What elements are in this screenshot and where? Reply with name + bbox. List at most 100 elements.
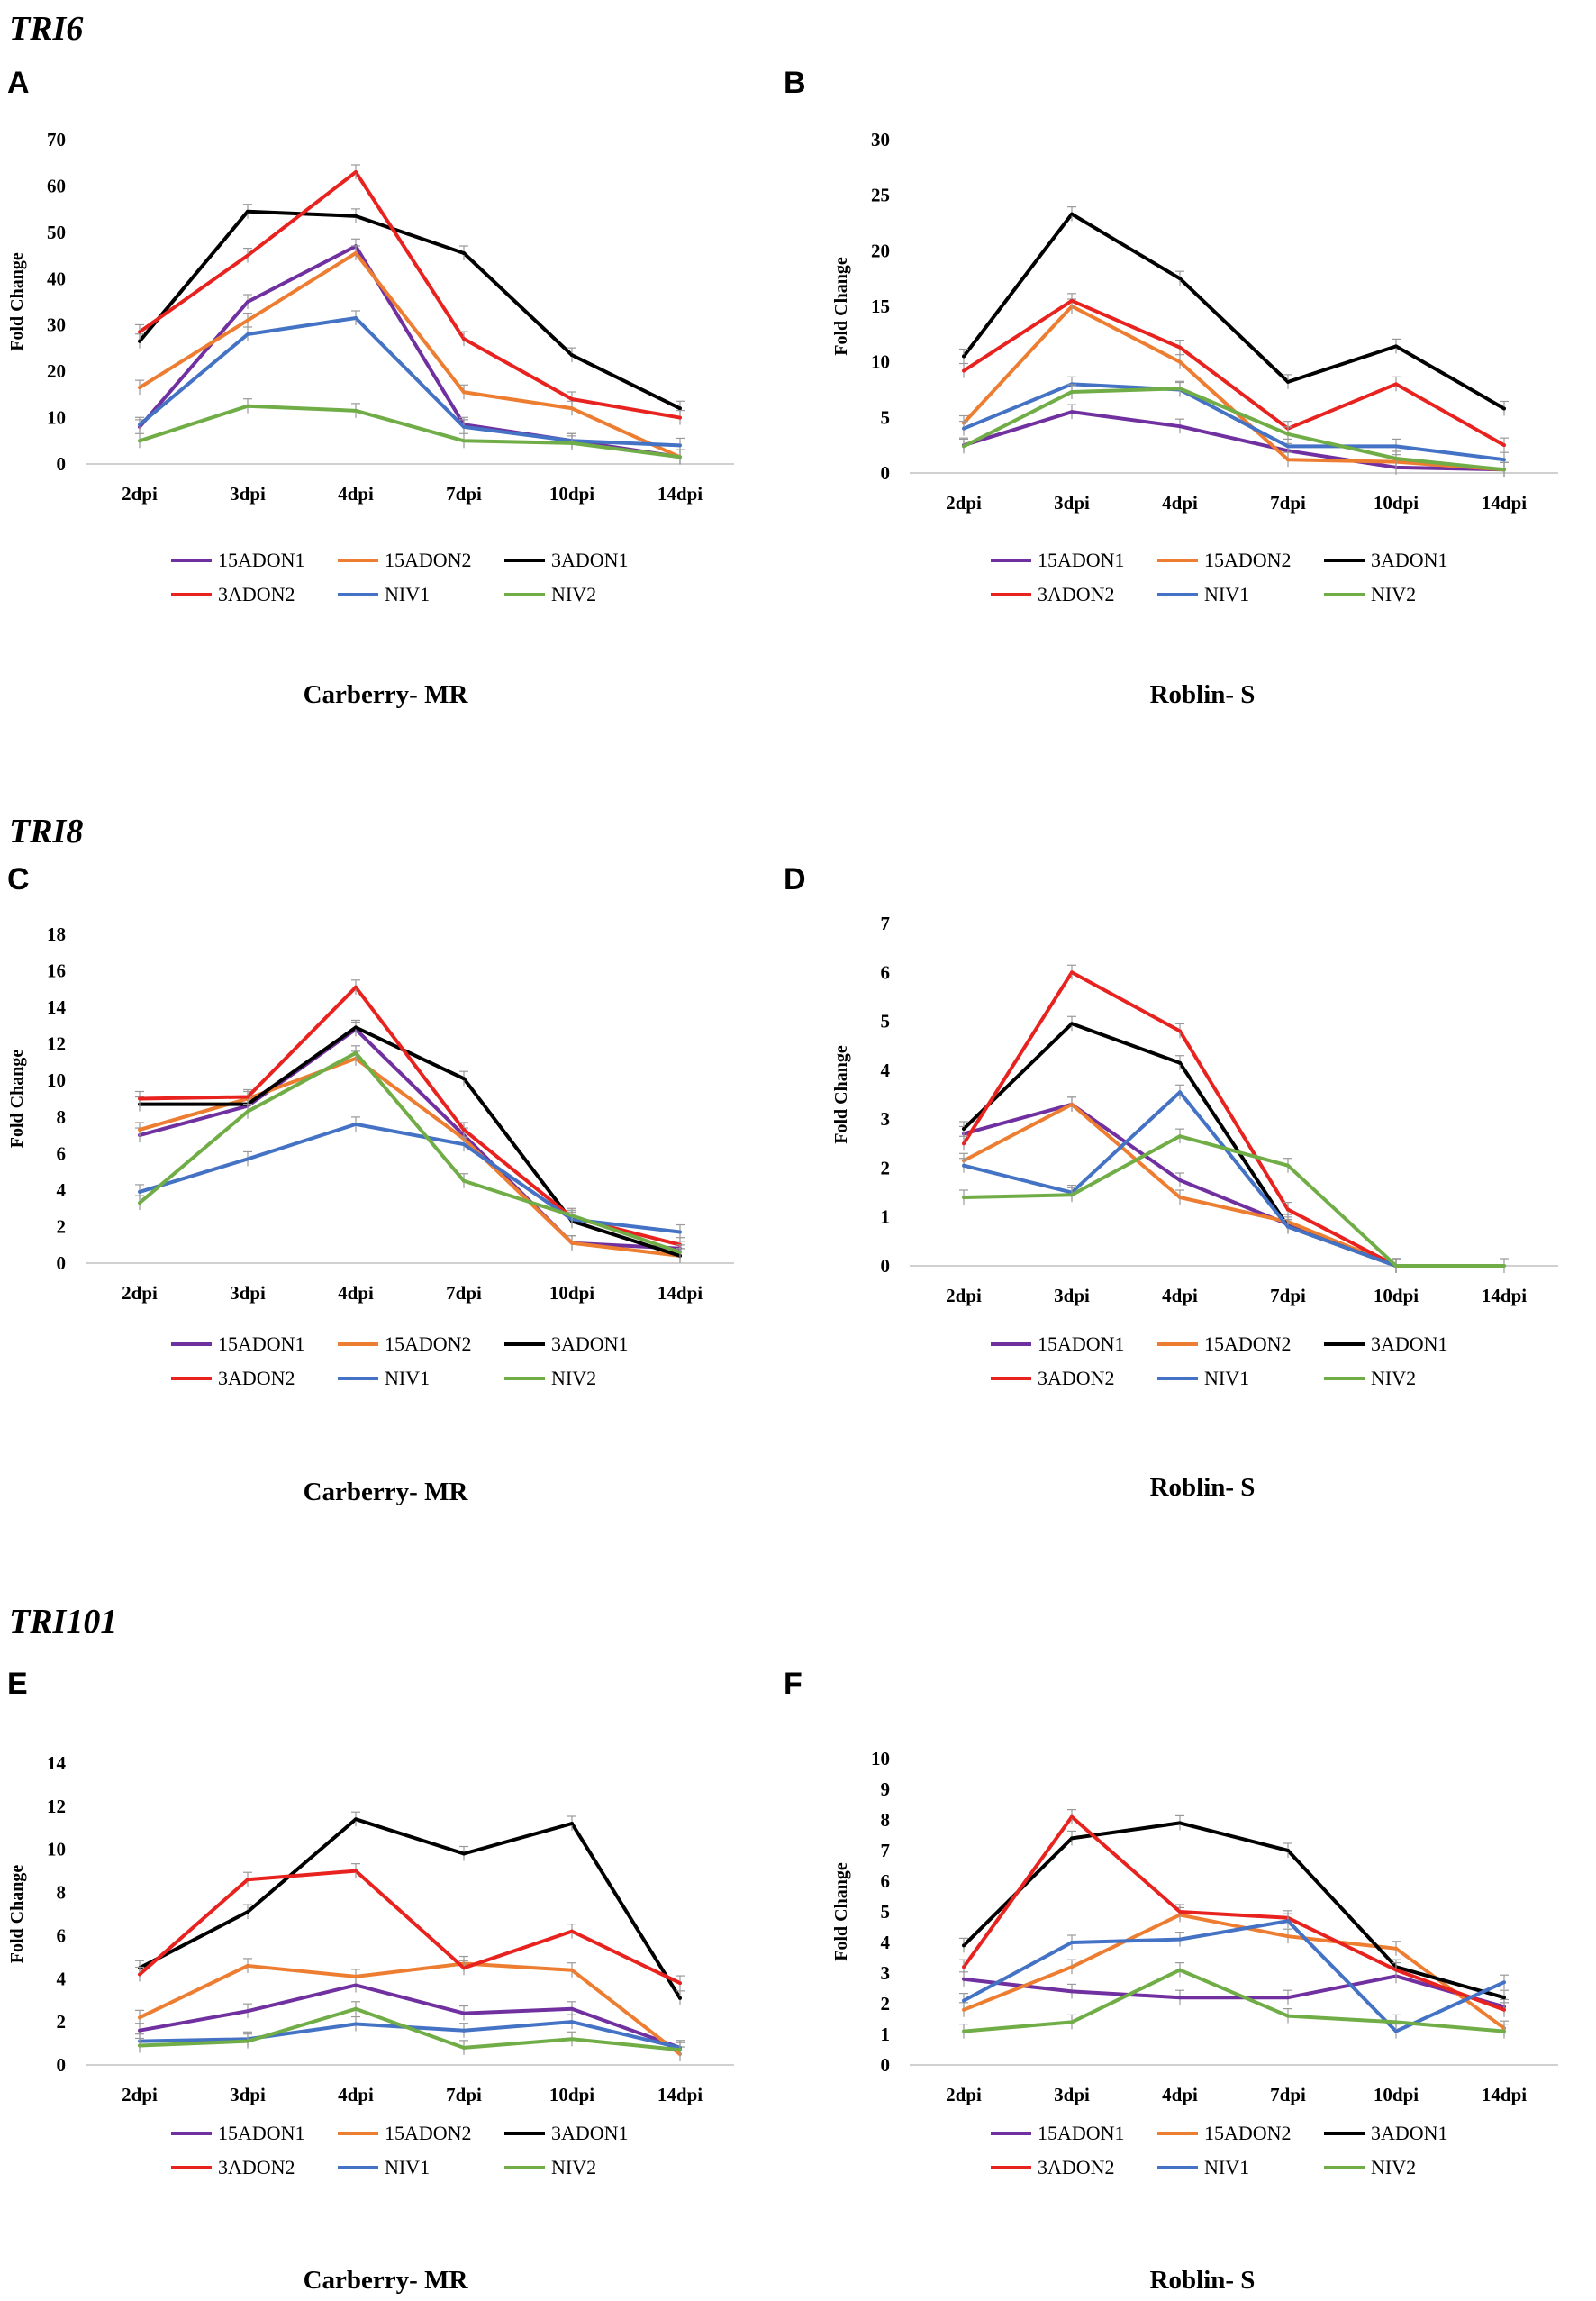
data-point-3adon2 <box>570 397 574 401</box>
legend-label: NIV1 <box>1204 2156 1249 2178</box>
x-tick-label: 14dpi <box>1482 492 1527 514</box>
y-tick-label: 4 <box>881 1060 891 1081</box>
y-axis-label: Fold Change <box>7 252 27 351</box>
y-tick-label: 10 <box>47 407 66 429</box>
data-point-niv2 <box>1286 2014 1290 2018</box>
data-point-niv1 <box>246 1157 249 1161</box>
data-point-15adon2 <box>246 318 249 323</box>
data-point-niv2 <box>1502 2029 1506 2033</box>
data-point-15adon1 <box>1286 1996 1290 2000</box>
data-point-niv1 <box>462 424 466 429</box>
data-point-niv2 <box>246 2039 249 2043</box>
data-point-niv2 <box>1178 387 1182 391</box>
data-point-3adon2 <box>462 1127 466 1132</box>
y-tick-label: 0 <box>881 462 891 484</box>
legend-label: 3ADON1 <box>1371 2122 1448 2144</box>
gene-title: TRI8 <box>9 813 83 850</box>
y-tick-label: 25 <box>871 185 890 206</box>
data-point-3adon1 <box>1070 212 1074 216</box>
data-point-niv2 <box>962 2029 966 2033</box>
y-tick-label: 20 <box>47 360 66 382</box>
data-point-niv2 <box>246 1109 249 1114</box>
data-point-niv1 <box>962 1163 966 1168</box>
data-point-niv2 <box>1394 1264 1398 1268</box>
data-point-3adon2 <box>1394 382 1398 387</box>
data-point-3adon2 <box>1070 1814 1074 1819</box>
data-point-15adon2 <box>1178 359 1182 364</box>
y-tick-label: 2 <box>57 2011 67 2033</box>
y-axis-label: Fold Change <box>831 257 851 356</box>
x-tick-label: 14dpi <box>1482 1285 1527 1306</box>
data-point-niv2 <box>570 1214 574 1218</box>
panel-caption: Carberry- MR <box>304 680 469 709</box>
series-line-15adon1 <box>139 1027 681 1251</box>
data-point-3adon2 <box>678 415 682 420</box>
data-point-15adon2 <box>462 390 466 395</box>
data-point-3adon2 <box>570 1929 574 1933</box>
x-tick-label: 4dpi <box>1162 492 1198 514</box>
y-tick-label: 5 <box>881 406 891 428</box>
data-point-3adon2 <box>354 985 358 989</box>
legend-label: 3ADON2 <box>218 583 295 605</box>
data-point-niv1 <box>1502 1980 1506 1985</box>
data-point-15adon2 <box>570 1968 574 1972</box>
data-point-niv2 <box>962 444 966 449</box>
data-point-3adon1 <box>354 214 358 218</box>
series-line-niv2 <box>963 387 1505 472</box>
data-point-3adon2 <box>246 1095 249 1099</box>
data-point-15adon2 <box>570 1241 574 1245</box>
data-point-niv1 <box>1070 1941 1074 1944</box>
y-tick-label: 30 <box>871 129 890 150</box>
y-tick-label: 9 <box>881 1778 891 1800</box>
legend-label: 15ADON1 <box>218 2122 305 2144</box>
data-point-3adon2 <box>246 253 249 258</box>
x-tick-label: 4dpi <box>1162 1285 1198 1306</box>
data-point-15adon2 <box>1070 1965 1074 1969</box>
data-point-niv1 <box>462 2028 466 2033</box>
data-point-niv1 <box>462 1142 466 1147</box>
legend-label: NIV1 <box>385 2156 430 2178</box>
panel-label: E <box>7 1667 28 1701</box>
y-tick-label: 3 <box>881 1108 891 1130</box>
series-line-niv2 <box>963 1968 1505 2033</box>
y-tick-label: 0 <box>881 1255 891 1277</box>
legend-label: 3ADON2 <box>1038 583 1115 605</box>
legend-label: NIV1 <box>385 1367 430 1389</box>
y-tick-label: 8 <box>881 1809 891 1831</box>
series-line-3adon1 <box>139 1817 682 1999</box>
data-point-15adon2 <box>962 2007 966 2012</box>
series-line-3adon1 <box>140 1025 681 1258</box>
data-point-3adon2 <box>138 1972 141 1977</box>
data-point-15adon1 <box>354 1983 358 1987</box>
data-point-niv1 <box>1178 1090 1182 1095</box>
data-point-niv2 <box>462 2045 466 2050</box>
series-line-niv2 <box>139 404 681 459</box>
y-tick-label: 3 <box>881 1962 891 1984</box>
data-point-3adon1 <box>570 353 574 358</box>
data-point-3adon1 <box>1070 1022 1074 1026</box>
y-axis-label: Fold Change <box>7 1865 27 1964</box>
data-point-niv2 <box>246 404 249 408</box>
data-point-3adon1 <box>354 1817 358 1822</box>
series-line-3adon2 <box>138 1869 681 1985</box>
legend-label: NIV2 <box>1371 1367 1416 1389</box>
x-tick-label: 2dpi <box>122 2084 158 2105</box>
data-point-3adon1 <box>246 1910 249 1914</box>
series-line-3adon1 <box>962 212 1505 411</box>
series-line-3adon2 <box>962 298 1505 447</box>
x-tick-label: 2dpi <box>946 2084 982 2105</box>
data-point-15adon1 <box>1070 1989 1074 1994</box>
x-tick-label: 7dpi <box>1270 492 1306 514</box>
legend-label: 15ADON1 <box>1038 1332 1125 1355</box>
data-point-15adon2 <box>138 1127 141 1132</box>
y-tick-label: 18 <box>47 923 66 945</box>
data-point-15adon2 <box>354 251 358 255</box>
y-tick-label: 2 <box>881 1157 891 1178</box>
x-tick-label: 3dpi <box>230 1282 266 1304</box>
x-tick-label: 10dpi <box>1374 2084 1419 2105</box>
data-point-3adon1 <box>1178 1821 1182 1825</box>
y-tick-label: 7 <box>881 913 891 934</box>
x-tick-label: 3dpi <box>1054 1285 1090 1306</box>
legend-label: 15ADON2 <box>385 1332 472 1355</box>
